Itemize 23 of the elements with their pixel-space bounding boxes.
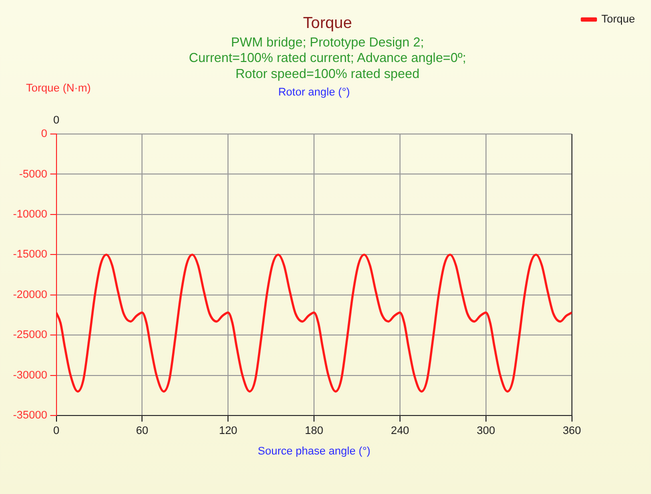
line-series [56, 254, 572, 393]
chart-subtitle: PWM bridge; Prototype Design 2; Current=100% rated current; Advance angle=0º; Rotor speed=100% rated speed [188, 34, 466, 81]
x-tick-label: 300 [476, 425, 496, 438]
y-tick-label: -30000 [12, 369, 48, 382]
y-tick-label: 0 [41, 128, 48, 140]
y-tick-label: -15000 [12, 248, 48, 261]
y-axis-title: Torque (N·m) [26, 82, 91, 95]
x-tick-label: 240 [390, 425, 410, 438]
chart-title: Torque [303, 15, 352, 32]
x-tick-label: 120 [218, 425, 238, 438]
x-axis-title: Source phase angle (°) [258, 445, 370, 458]
text: Rotor angle (°) [278, 86, 350, 99]
x-tick-label: 360 [562, 425, 582, 438]
text: 0 [53, 114, 60, 127]
x-tick-label: 60 [136, 425, 148, 438]
y-tick-label: -10000 [12, 208, 48, 220]
y-tick-label: -35000 [12, 410, 48, 422]
y-tick-label: -25000 [12, 329, 48, 342]
legend-label: Torque [601, 14, 636, 26]
x-tick-label: 0 [53, 425, 60, 438]
y-tick-label: -5000 [19, 168, 48, 180]
x-tick-label: 180 [304, 425, 324, 438]
y-tick-label: -20000 [12, 288, 48, 301]
